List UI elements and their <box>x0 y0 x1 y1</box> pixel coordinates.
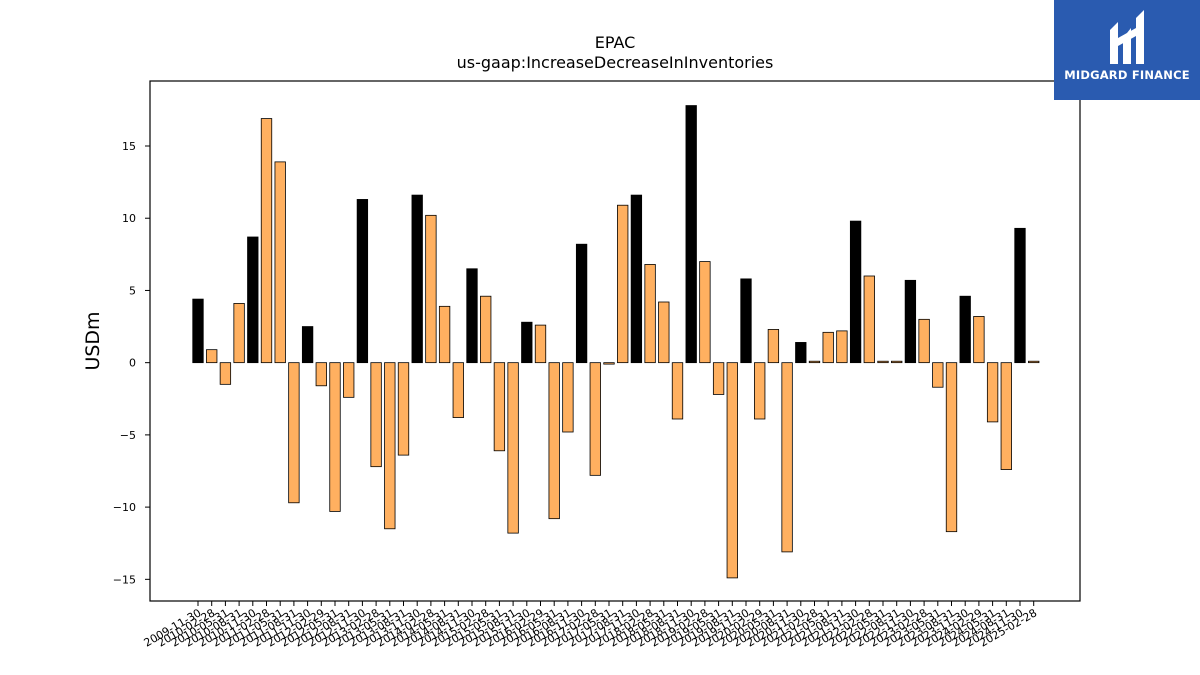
brand-name: MIDGARD FINANCE <box>1064 68 1190 82</box>
bar-2014-02-28 <box>425 214 437 364</box>
bar-2018-02-28 <box>644 264 656 364</box>
y-tick-label: 5 <box>129 284 136 297</box>
bar-2021-11-30 <box>849 220 862 364</box>
bar-2020-02-29 <box>754 362 766 420</box>
bar-2015-05-31 <box>493 362 506 452</box>
bar-2016-02-29 <box>534 324 547 364</box>
bar-2021-08-31 <box>836 330 848 364</box>
y-axis-label: USDm <box>82 311 104 370</box>
bar-2011-02-28 <box>260 118 273 364</box>
bar-2024-02-29 <box>973 316 985 364</box>
y-tick-label: 10 <box>122 212 136 225</box>
bar-2012-08-31 <box>343 362 355 398</box>
y-tick-label: −5 <box>120 429 136 442</box>
bar-2015-11-30 <box>521 321 533 364</box>
bar-2020-05-31 <box>767 329 780 364</box>
bar-2023-08-31 <box>945 362 958 533</box>
midgard-logo-icon <box>1110 10 1144 64</box>
bar-2021-02-28 <box>808 360 821 364</box>
y-tick-label: 15 <box>122 140 136 153</box>
bars-group <box>192 105 1040 579</box>
bar-2015-08-31 <box>507 362 519 534</box>
bar-2012-11-30 <box>356 199 369 364</box>
bar-2023-11-30 <box>959 295 971 364</box>
bar-2019-11-30 <box>740 278 752 364</box>
bar-2013-02-28 <box>370 362 382 468</box>
bar-2019-08-31 <box>726 362 738 579</box>
bar-2022-11-30 <box>904 279 917 364</box>
chart-subtitle: us-gaap:IncreaseDecreaseInInventories <box>457 53 774 72</box>
bar-2011-11-30 <box>301 326 314 364</box>
bar-2020-08-31 <box>781 362 793 553</box>
bar-2022-02-28 <box>863 275 875 364</box>
x-axis: 2009-11-302010-02-282010-05-312010-08-31… <box>142 601 1039 650</box>
bar-2009-11-30 <box>192 298 204 364</box>
bar-2011-08-31 <box>288 362 300 504</box>
bar-2019-05-31 <box>712 362 725 395</box>
plot-frame <box>149 80 1081 602</box>
bar-2017-11-30 <box>630 194 643 364</box>
bar-2010-08-31 <box>233 303 245 364</box>
bar-2022-08-31 <box>891 360 903 364</box>
bar-2022-05-31 <box>877 360 889 364</box>
bar-2018-05-31 <box>658 301 670 364</box>
bar-2010-11-30 <box>247 236 259 364</box>
bar-2016-05-31 <box>548 362 560 520</box>
bar-2013-05-31 <box>384 362 396 530</box>
bar-2012-05-31 <box>329 362 341 512</box>
bar-2024-05-31 <box>986 362 999 423</box>
bar-2023-05-31 <box>932 362 944 388</box>
bar-2014-08-31 <box>452 362 464 418</box>
bar-2016-08-31 <box>562 362 574 433</box>
y-tick-label: −15 <box>113 573 136 586</box>
bar-2017-08-31 <box>617 204 629 364</box>
bar-2011-05-31 <box>274 161 286 364</box>
chart-title: EPAC <box>595 33 636 52</box>
bar-2010-02-28 <box>206 349 218 364</box>
bar-2017-05-31 <box>603 362 615 365</box>
bar-2014-11-30 <box>466 268 478 364</box>
y-axis: −15 −10 −5 0 5 10 15 <box>113 140 150 586</box>
bar-2018-11-30 <box>685 105 697 364</box>
bar-2024-11-30 <box>1014 227 1026 364</box>
bar-2017-02-28 <box>589 362 601 476</box>
bar-2018-08-31 <box>671 362 684 420</box>
bar-2016-11-30 <box>575 243 588 364</box>
brand-logo: MIDGARD FINANCE <box>1054 0 1200 100</box>
bar-2021-05-31 <box>822 331 834 364</box>
bar-2025-02-28 <box>1028 360 1040 364</box>
bar-2019-02-28 <box>699 261 711 364</box>
y-tick-label: −10 <box>113 501 136 514</box>
bar-2013-08-31 <box>397 362 410 456</box>
bar-2023-02-28 <box>918 318 930 364</box>
bar-2024-08-31 <box>1000 362 1012 470</box>
bar-2020-11-30 <box>795 342 807 364</box>
bar-2015-02-28 <box>480 295 492 364</box>
bar-2010-05-31 <box>219 362 232 385</box>
y-tick-label: 0 <box>129 357 136 370</box>
bar-2014-05-31 <box>438 305 451 364</box>
bar-2013-11-30 <box>411 194 423 364</box>
bar-2012-02-29 <box>315 362 327 387</box>
